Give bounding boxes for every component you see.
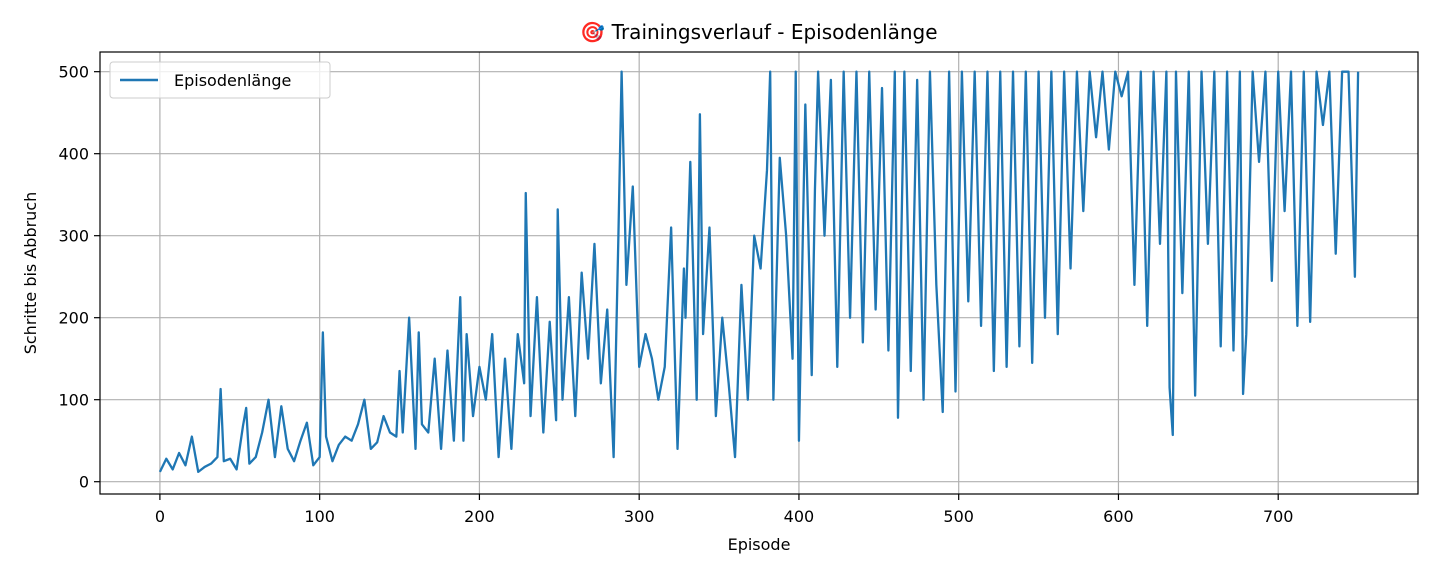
plot-area: [158, 70, 1360, 474]
legend-box: [109, 61, 331, 99]
chart-title: 🎯 Trainingsverlauf - Episodenlänge: [580, 20, 937, 44]
x-tick-label: 400: [784, 507, 815, 526]
grid-lines: [100, 52, 1418, 494]
y-tick-label: 300: [58, 227, 89, 246]
y-axis-ticks: 0 100 200 300 400 500: [58, 63, 100, 492]
x-tick-label: 500: [943, 507, 974, 526]
x-tick-label: 700: [1263, 507, 1294, 526]
y-tick-label: 400: [58, 145, 89, 164]
x-tick-label: 300: [624, 507, 655, 526]
x-tick-label: 600: [1103, 507, 1134, 526]
y-axis-label: Schritte bis Abbruch: [21, 192, 40, 355]
x-axis-label: Episode: [728, 535, 791, 554]
x-axis-ticks: 0 100 200 300 400 500 600 700: [155, 494, 1294, 526]
y-tick-label: 500: [58, 63, 89, 82]
y-tick-label: 200: [58, 309, 89, 328]
y-tick-label: 100: [58, 391, 89, 410]
legend-label: Episodenlänge: [174, 71, 291, 90]
plot-frame: [99, 51, 1419, 495]
x-tick-label: 0: [155, 507, 165, 526]
y-tick-label: 0: [79, 473, 89, 492]
series-line-0: [158, 70, 1360, 474]
x-tick-label: 100: [304, 507, 335, 526]
legend: Episodenlänge: [109, 61, 331, 99]
x-tick-label: 200: [464, 507, 495, 526]
